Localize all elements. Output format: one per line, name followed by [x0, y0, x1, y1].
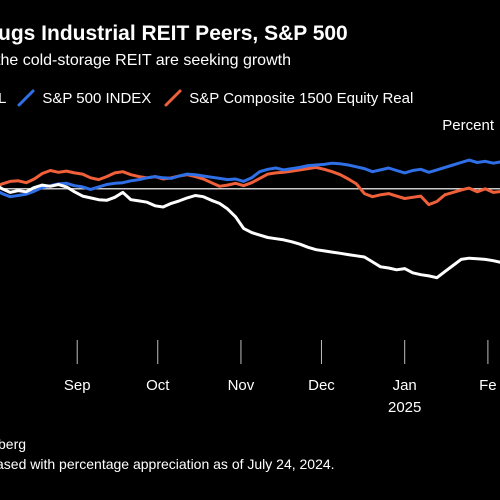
x-tick-sublabel: 2025 [388, 399, 421, 416]
slash-line-icon [17, 89, 35, 107]
series-line-1 [0, 158, 500, 199]
legend: L S&P 500 INDEX S&P Composite 1500 Equit… [0, 88, 500, 108]
x-tick-label: Dec [308, 377, 335, 394]
legend-fragment: L [0, 89, 7, 107]
source-note: berg [0, 436, 27, 452]
slash-line-icon [164, 89, 182, 107]
x-tick-label: Sep [64, 377, 91, 394]
x-tick-label: Fe [479, 377, 497, 394]
legend-label-real-estate: S&P Composite 1500 Equity Real [189, 89, 414, 107]
x-tick-label: Nov [228, 377, 255, 394]
series-line-2 [0, 165, 500, 207]
y-unit-label: Percent [442, 117, 494, 134]
x-tick-label: Jan [393, 377, 417, 394]
legend-label-sp500: S&P 500 INDEX [42, 89, 152, 107]
legend-item-sp500: S&P 500 INDEX [16, 88, 151, 108]
chart-title: ugs Industrial REIT Peers, S&P 500 [0, 22, 348, 45]
series-line-0 [0, 183, 500, 280]
chart-subtitle: the cold-storage REIT are seeking growth [0, 52, 291, 69]
footnote: ased with percentage appreciation as of … [0, 456, 335, 472]
x-tick-label: Oct [146, 377, 170, 394]
legend-item-real-estate: S&P Composite 1500 Equity Real [163, 88, 413, 108]
